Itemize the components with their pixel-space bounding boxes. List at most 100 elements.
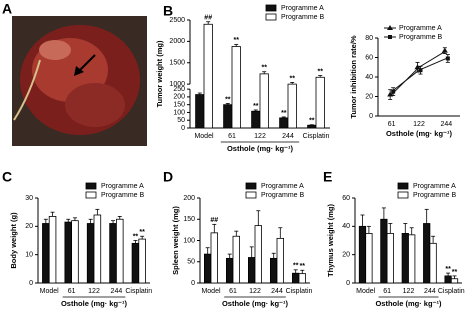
- bar: [231, 46, 241, 129]
- significance-label: **: [293, 263, 299, 270]
- x-tick-label: 122: [249, 288, 261, 295]
- bar: [109, 223, 117, 284]
- bar: [86, 223, 95, 284]
- legend-label: Programme A: [413, 183, 456, 190]
- bar: [358, 225, 367, 284]
- legend-label: Programme B: [399, 34, 443, 41]
- y-tick-label: 0: [369, 113, 373, 120]
- line: [391, 50, 447, 95]
- marker: [445, 56, 450, 61]
- y-tick-label: 30: [25, 195, 33, 202]
- bar: [195, 94, 205, 129]
- x-tick-label: 244: [282, 133, 294, 140]
- bar: [71, 220, 79, 284]
- bar: [380, 218, 388, 284]
- significance-label: **: [233, 37, 239, 44]
- bar: [259, 73, 269, 129]
- y-axis-title: Tumor weight (mg): [155, 40, 164, 107]
- y-tick-label: 200: [173, 94, 185, 101]
- bar: [287, 83, 297, 129]
- x-tick-label: Cisplatin: [125, 288, 152, 295]
- x-tick-label: Model: [40, 288, 60, 295]
- x-tick-label: Cisplatin: [286, 288, 313, 295]
- x-tick-label: 122: [254, 133, 266, 140]
- x-tick-label: 122: [88, 288, 100, 295]
- marker: [441, 47, 448, 53]
- legend-swatch: [245, 182, 257, 190]
- marker: [418, 68, 423, 73]
- bar: [247, 257, 256, 284]
- y-tick-label: 1000: [169, 81, 185, 88]
- y-axis-title: Spleen weight (mg): [171, 206, 180, 275]
- panel-label: D: [163, 169, 173, 185]
- panel-label: E: [323, 169, 332, 185]
- bar: [210, 232, 218, 284]
- x-tick-label: 244: [111, 288, 123, 295]
- significance-label: **: [445, 266, 451, 273]
- legend-swatch: [85, 182, 97, 190]
- marker: [414, 64, 421, 70]
- bar: [429, 242, 437, 284]
- bar: [450, 278, 459, 284]
- legend-marker: [388, 35, 392, 39]
- legend-swatch: [85, 191, 97, 199]
- y-tick-label: 0: [191, 280, 195, 287]
- significance-label: **: [139, 229, 145, 236]
- y-tick-label: 0: [29, 280, 33, 287]
- y-tick-label: 150: [183, 216, 195, 223]
- legend-swatch: [397, 191, 409, 199]
- y-axis-title: Tumor inhibition rate/%: [349, 35, 358, 119]
- bar: [203, 253, 212, 284]
- significance-label: **: [261, 65, 267, 72]
- panel-label: C: [2, 169, 12, 185]
- highlight: [39, 40, 71, 60]
- legend-label: Programme A: [261, 183, 304, 190]
- x-axis-title: Osthole (mg· kg⁻¹): [227, 144, 294, 153]
- y-tick-label: 40: [365, 74, 373, 81]
- bar: [444, 275, 452, 284]
- bar: [401, 233, 409, 284]
- x-tick-label: 61: [68, 288, 76, 295]
- legend-label: Programme B: [101, 192, 145, 199]
- bar: [315, 76, 325, 129]
- x-tick-label: Cisplatin: [303, 133, 330, 140]
- legend-label: Programme A: [281, 5, 324, 12]
- y-tick-label: 100: [173, 109, 185, 116]
- x-axis-title: Osthole (mg· kg⁻¹): [222, 299, 289, 308]
- y-tick-label: 1500: [169, 60, 185, 67]
- y-tick-label: 50: [177, 117, 185, 124]
- bar: [423, 223, 431, 284]
- bar: [269, 257, 278, 284]
- x-axis-title: Osthole (mg· kg⁻¹): [386, 129, 453, 138]
- y-tick-label: 150: [173, 102, 185, 109]
- y-tick-label: 200: [183, 195, 195, 202]
- bar: [48, 216, 57, 284]
- photo: [12, 16, 147, 146]
- bar: [232, 235, 240, 284]
- tissue: [65, 83, 125, 127]
- significance-label: **: [317, 68, 323, 75]
- y-tick-label: 250: [173, 86, 185, 93]
- legend-marker: [387, 25, 393, 30]
- bar: [386, 233, 394, 284]
- y-tick-label: 2500: [169, 17, 185, 24]
- x-tick-label: 61: [228, 133, 236, 140]
- marker: [391, 89, 396, 94]
- y-tick-label: 60: [365, 54, 373, 61]
- bar: [408, 234, 416, 284]
- panel-label: B: [163, 3, 173, 19]
- legend-label: Programme B: [281, 14, 325, 21]
- y-tick-label: 20: [365, 93, 373, 100]
- significance-label: ##: [204, 15, 212, 22]
- x-tick-label: 61: [229, 288, 237, 295]
- y-tick-label: 40: [342, 223, 350, 230]
- y-tick-label: 60: [342, 195, 350, 202]
- x-tick-label: 244: [271, 288, 283, 295]
- significance-label: **: [289, 75, 295, 82]
- significance-label: **: [225, 96, 231, 103]
- y-tick-label: 10: [25, 252, 33, 259]
- bar: [93, 214, 102, 284]
- y-tick-label: 0: [346, 280, 350, 287]
- significance-label: **: [253, 103, 259, 110]
